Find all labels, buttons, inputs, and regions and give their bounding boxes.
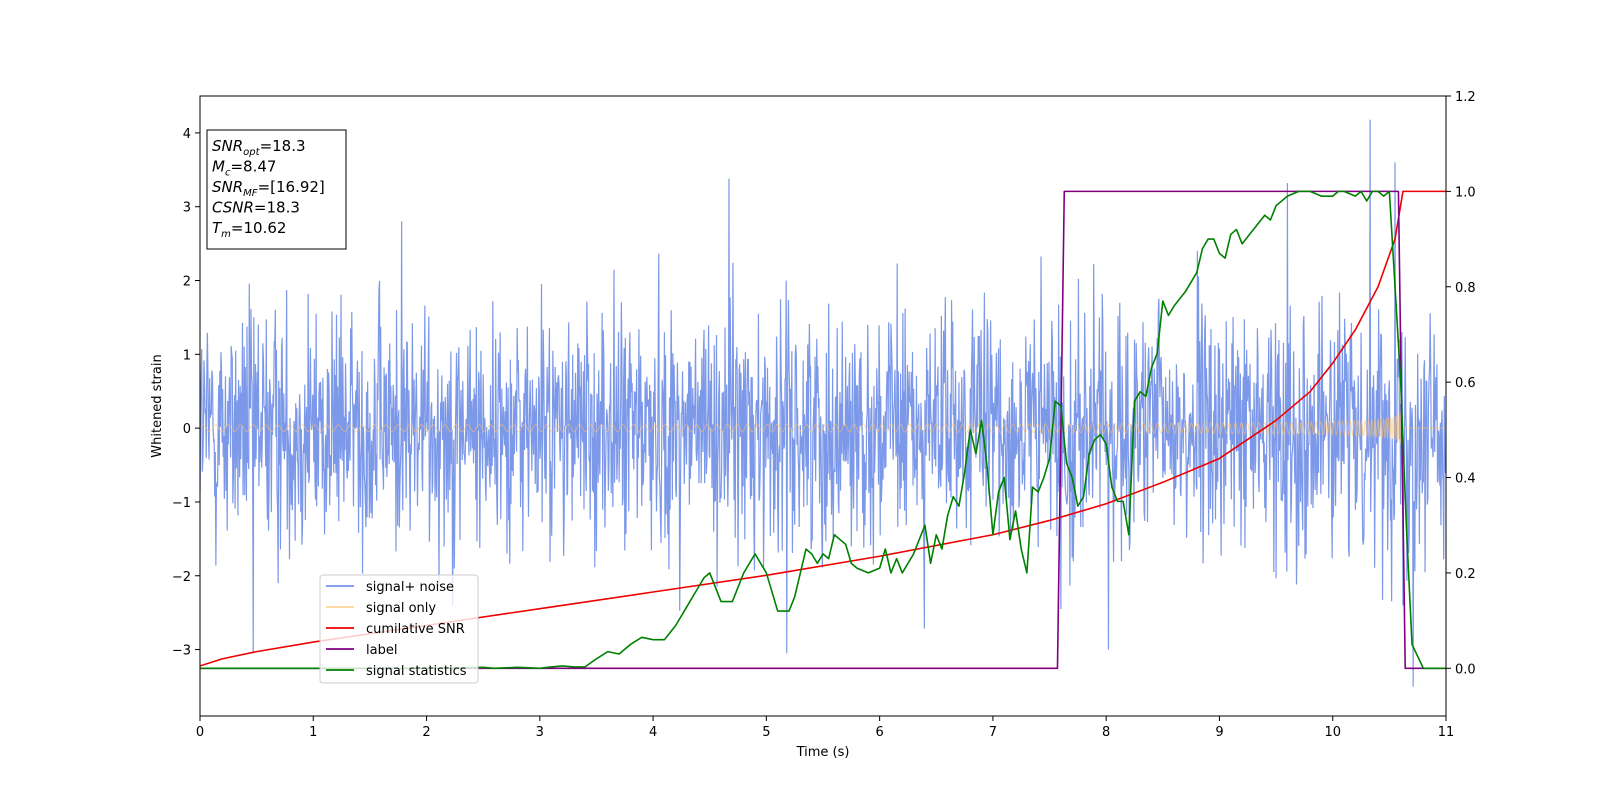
info-box-frame [206,129,347,250]
x-axis-label: Time (s) [796,745,850,760]
legend-item: cumilative SNR [326,622,465,637]
y-right-tick-label: 0.6 [1455,376,1476,391]
x-tick-label: 11 [1438,725,1455,740]
info-line-value: =18.3 [260,137,306,155]
info-line-symbol: SNR [212,178,243,196]
x-tick-label: 7 [989,725,997,740]
info-line-symbol: M [212,158,225,176]
info-line: SNRMF=[16.92] [212,178,325,199]
x-tick-label: 4 [649,725,657,740]
y-right-tick-label: 0.4 [1455,472,1476,487]
y-right-tick-label: 0.0 [1455,662,1476,677]
x-tick-label: 6 [875,725,883,740]
info-line-subscript: opt [243,147,260,158]
legend-label: label [366,643,397,658]
y-left-tick-label: 1 [183,348,191,363]
info-line: Mc=8.47 [212,158,276,179]
x-tick-label: 5 [762,725,770,740]
series-label-line [200,190,1446,670]
y-left-tick-label: −1 [172,496,191,511]
x-tick-label: 9 [1215,725,1223,740]
legend-frame [319,574,479,684]
y-left-tick-label: 3 [183,201,191,216]
y-left-tick-label: −3 [172,644,191,659]
series-signal-only-line [200,410,1446,447]
plot-frame [199,95,1447,717]
y-right-tick-label: 1.2 [1455,90,1476,105]
info-line-symbol: CSNR [212,199,254,217]
y-right-tick-label: 0.8 [1455,281,1476,296]
info-line-symbol: T [212,219,223,237]
legend-item: label [326,643,397,658]
series-signal-statistics-line [200,190,1446,670]
legend-label: signal statistics [366,664,467,679]
info-line: Tm=10.62 [212,219,286,240]
info-line-subscript: c [225,168,231,179]
info-line-symbol: SNR [212,137,243,155]
info-line-value: =[16.92] [258,178,325,196]
x-tick-label: 2 [422,725,430,740]
y-left-tick-label: 2 [183,275,191,290]
axes: 0 1 2 3 4 5 6 7 8 9 10 11 −3 −2 −1 0 1 2 3 4 0.0 0.2 0.4 0.6 0.8… [172,90,1476,740]
x-tick-label: 0 [196,725,204,740]
legend: signal+ noise signal only cumilative SNR la… [319,574,479,684]
info-box: SNRopt=18.3Mc=8.47SNRMF=[16.92]CSNR=18.3… [206,129,347,250]
info-line-subscript: MF [243,188,258,199]
legend-label: signal only [366,601,436,616]
x-tick-label: 10 [1324,725,1341,740]
legend-label: cumilative SNR [366,622,465,637]
y-left-tick-label: −2 [172,570,191,585]
y-right-tick-label: 0.2 [1455,567,1476,582]
y-left-tick-label: 4 [183,127,191,142]
series-signal-noise-line [200,119,1446,687]
x-tick-label: 1 [309,725,317,740]
x-tick-label: 3 [536,725,544,740]
x-tick-label: 8 [1102,725,1110,740]
info-line: CSNR=18.3 [212,199,300,217]
legend-item: signal statistics [326,664,467,679]
y-right-tick-label: 1.0 [1455,185,1476,200]
info-line-value: =8.47 [230,158,276,176]
info-line-value: =18.3 [254,199,300,217]
y-axis-label: Whitened strain [150,354,165,457]
legend-label: signal+ noise [366,580,454,595]
info-line: SNRopt=18.3 [212,137,306,158]
info-line-value: =10.62 [231,219,287,237]
info-line-subscript: m [221,229,231,240]
y-left-tick-label: 0 [183,422,191,437]
legend-item: signal+ noise [326,580,454,595]
legend-item: signal only [326,601,436,616]
